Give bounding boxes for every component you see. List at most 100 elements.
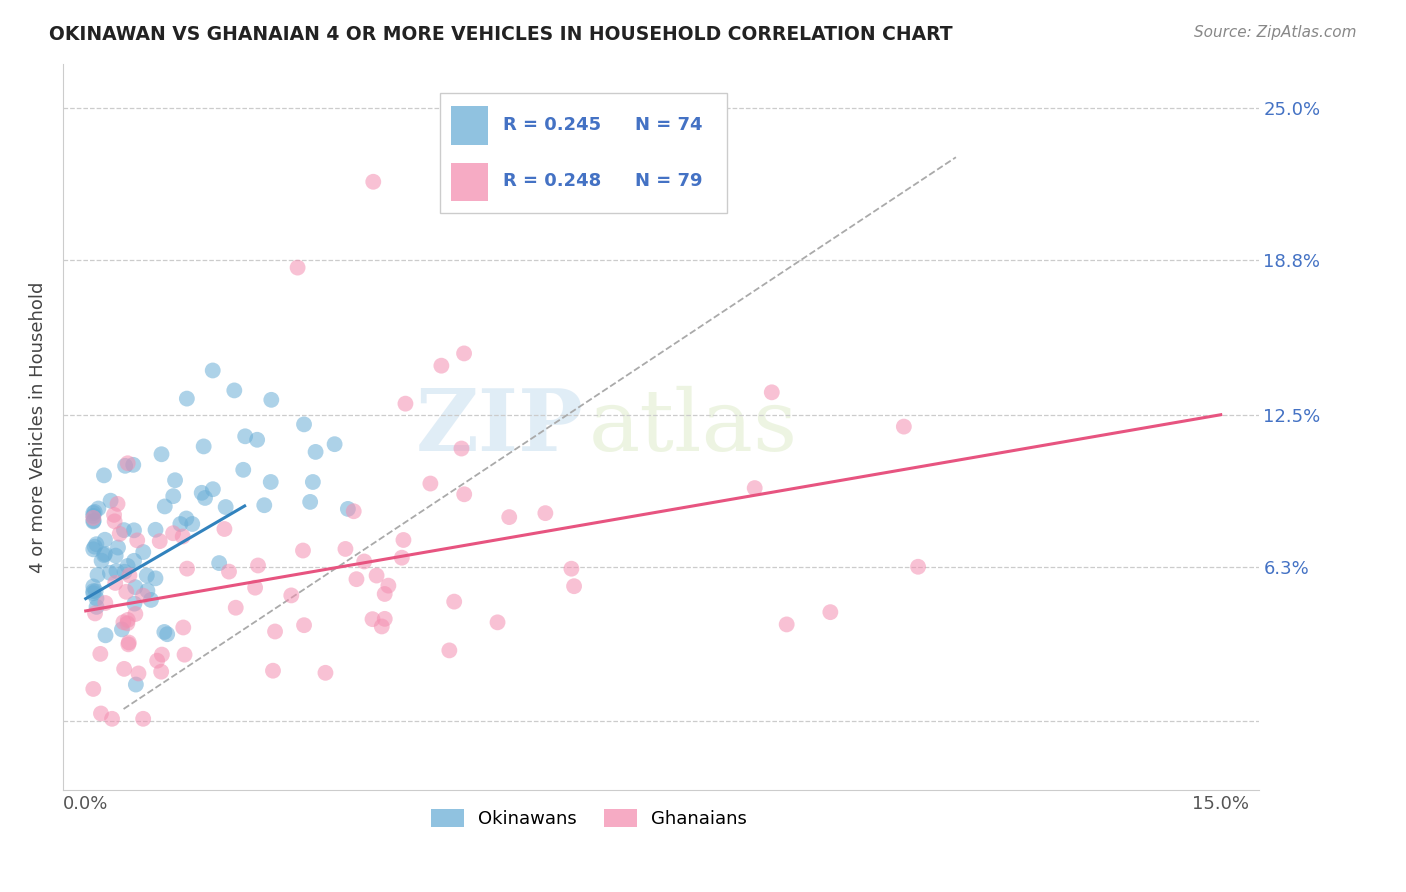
- Point: [173, 648, 195, 662]
- Point: [893, 419, 915, 434]
- Point: [193, 439, 215, 453]
- Point: [149, 534, 172, 549]
- Point: [112, 662, 135, 676]
- Point: [145, 571, 167, 585]
- Point: [280, 588, 302, 602]
- Point: [776, 617, 799, 632]
- Point: [82, 511, 104, 525]
- Point: [135, 568, 157, 582]
- Point: [243, 581, 266, 595]
- Point: [112, 615, 135, 630]
- Point: [394, 397, 416, 411]
- Point: [361, 175, 384, 189]
- Point: [176, 511, 198, 525]
- Text: OKINAWAN VS GHANAIAN 4 OR MORE VEHICLES IN HOUSEHOLD CORRELATION CHART: OKINAWAN VS GHANAIAN 4 OR MORE VEHICLES …: [49, 25, 953, 44]
- Point: [761, 385, 783, 400]
- Point: [366, 568, 388, 582]
- Point: [94, 628, 117, 642]
- Point: [201, 482, 224, 496]
- Point: [361, 612, 384, 626]
- Point: [291, 543, 314, 558]
- Point: [162, 489, 184, 503]
- Point: [304, 445, 326, 459]
- Point: [343, 504, 366, 518]
- Point: [84, 584, 107, 599]
- Point: [86, 537, 108, 551]
- Point: [90, 706, 112, 721]
- Point: [392, 533, 415, 547]
- Point: [145, 523, 167, 537]
- Point: [124, 597, 146, 611]
- Point: [292, 618, 315, 632]
- Point: [84, 607, 107, 621]
- Point: [127, 666, 149, 681]
- Point: [98, 566, 121, 580]
- Point: [122, 554, 145, 568]
- Point: [150, 447, 173, 461]
- Point: [562, 579, 585, 593]
- Point: [486, 615, 509, 630]
- Point: [443, 594, 465, 608]
- Point: [172, 620, 194, 634]
- Point: [117, 637, 139, 651]
- Point: [153, 500, 176, 514]
- Point: [122, 524, 145, 538]
- Point: [208, 556, 231, 570]
- Point: [146, 654, 169, 668]
- Point: [169, 516, 191, 531]
- Point: [374, 587, 396, 601]
- Point: [101, 712, 124, 726]
- Point: [560, 562, 582, 576]
- Point: [260, 475, 283, 489]
- Point: [744, 481, 766, 495]
- Point: [214, 522, 236, 536]
- Point: [287, 260, 309, 275]
- Point: [82, 586, 104, 600]
- Point: [107, 497, 129, 511]
- Point: [450, 442, 472, 456]
- Point: [136, 583, 159, 598]
- Point: [336, 502, 359, 516]
- Point: [94, 596, 117, 610]
- Point: [439, 643, 461, 657]
- Point: [115, 584, 138, 599]
- Point: [105, 564, 128, 578]
- Point: [371, 619, 394, 633]
- Point: [125, 677, 148, 691]
- Point: [117, 613, 139, 627]
- Point: [124, 580, 146, 594]
- Point: [118, 568, 141, 582]
- Point: [107, 541, 129, 555]
- Point: [176, 392, 198, 406]
- Point: [94, 533, 117, 547]
- Point: [165, 473, 187, 487]
- Point: [82, 508, 104, 523]
- Point: [86, 568, 108, 582]
- Point: [103, 508, 125, 522]
- Point: [153, 624, 176, 639]
- Point: [181, 516, 204, 531]
- Point: [86, 591, 108, 606]
- Point: [90, 554, 112, 568]
- Point: [139, 593, 162, 607]
- Point: [215, 500, 238, 514]
- Point: [132, 589, 155, 603]
- Point: [132, 712, 155, 726]
- Point: [201, 363, 224, 377]
- Point: [253, 498, 276, 512]
- Y-axis label: 4 or more Vehicles in Household: 4 or more Vehicles in Household: [30, 281, 46, 573]
- Point: [108, 526, 131, 541]
- Point: [89, 647, 111, 661]
- Point: [124, 607, 146, 621]
- Point: [127, 533, 149, 548]
- Point: [93, 548, 115, 562]
- Point: [907, 559, 929, 574]
- Point: [247, 558, 270, 573]
- Point: [820, 605, 842, 619]
- Point: [94, 547, 117, 561]
- Point: [117, 616, 139, 631]
- Point: [353, 554, 375, 568]
- Point: [114, 458, 136, 473]
- Point: [246, 433, 269, 447]
- Point: [453, 487, 475, 501]
